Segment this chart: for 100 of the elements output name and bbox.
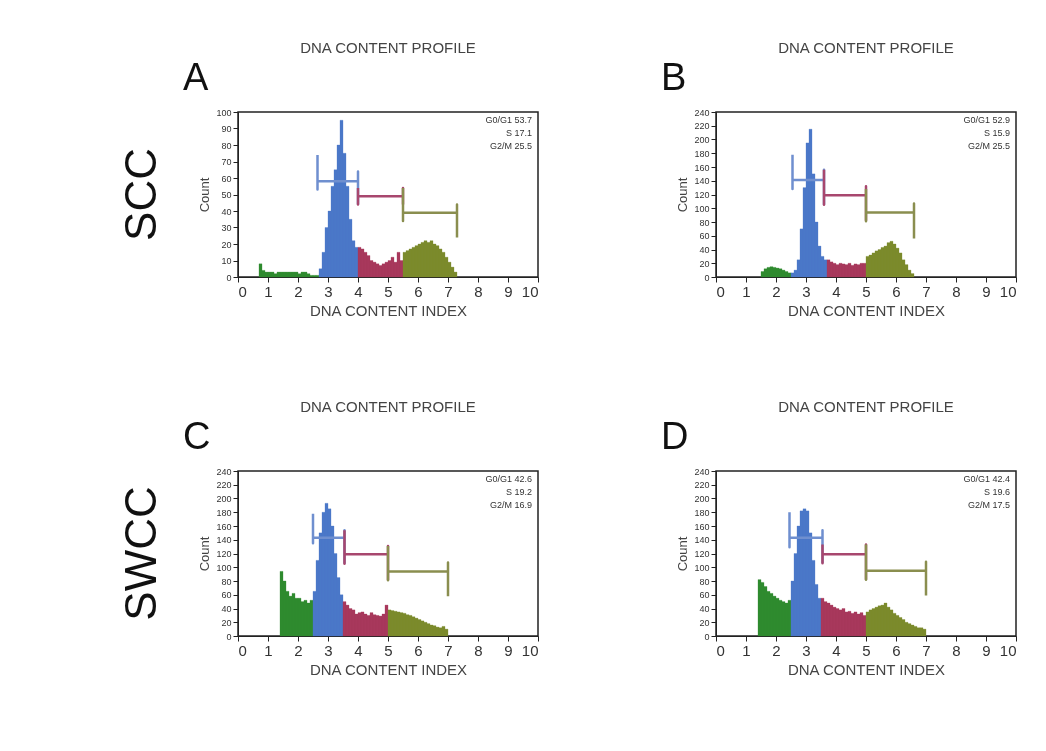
y-tick-label: 140 [694, 176, 710, 187]
x-tick-label: 10 [521, 282, 539, 300]
x-tick-label: 9 [982, 641, 991, 659]
annotation: G2/M 25.5 [967, 141, 1010, 151]
x-axis-title: DNA CONTENT INDEX [309, 660, 468, 678]
y-tick-label: 0 [226, 272, 232, 283]
x-tick-label: 0 [238, 282, 247, 300]
y-tick-label: 220 [694, 121, 710, 132]
y-tick-label: 80 [221, 140, 232, 151]
annotation: G0/G1 42.4 [963, 474, 1010, 484]
y-tick-label: 140 [216, 535, 232, 546]
x-tick-label: 8 [952, 282, 961, 300]
y-tick-label: 240 [216, 466, 232, 477]
chart-title: DNA CONTENT PROFILE [778, 39, 954, 56]
x-tick-label: 9 [982, 282, 991, 300]
y-tick-label: 160 [694, 162, 710, 173]
text: B [661, 56, 687, 98]
x-tick-label: 9 [504, 641, 513, 659]
x-tick-label: 3 [324, 282, 333, 300]
y-tick-label: 70 [221, 157, 232, 167]
x-tick-label: 1 [742, 641, 751, 659]
y-tick-label: 80 [699, 217, 710, 228]
annotation: G2/M 25.5 [489, 141, 532, 151]
chart-title: DNA CONTENT PROFILE [300, 39, 476, 56]
x-tick-label: 4 [354, 282, 363, 300]
x-tick-label: 1 [264, 282, 273, 300]
y-tick-label: 50 [221, 190, 232, 200]
annotation: S 19.6 [983, 487, 1010, 497]
x-tick-label: 10 [999, 282, 1017, 300]
x-tick-label: 6 [414, 282, 423, 300]
y-tick-label: 60 [699, 590, 710, 601]
annotation: S 19.2 [505, 487, 532, 497]
x-tick-label: 5 [862, 641, 871, 659]
chart-title: DNA CONTENT PROFILE [778, 398, 954, 415]
x-axis-title: DNA CONTENT INDEX [309, 301, 468, 319]
x-tick-label: 0 [716, 641, 725, 659]
x-tick-label: 7 [922, 641, 931, 659]
x-axis-title: DNA CONTENT INDEX [787, 660, 946, 678]
y-tick-label: 40 [699, 604, 710, 614]
annotation: S 15.9 [983, 128, 1010, 138]
text: SWCC [116, 486, 165, 621]
x-tick-label: 6 [892, 282, 901, 300]
x-tick-label: 10 [521, 641, 539, 659]
x-tick-label: 5 [384, 282, 393, 300]
y-axis-title: Count [197, 536, 213, 572]
x-tick-label: 8 [474, 641, 483, 659]
annotation: G0/G1 42.6 [485, 474, 532, 484]
y-tick-label: 30 [221, 223, 232, 233]
x-tick-label: 2 [294, 282, 303, 300]
y-tick-label: 40 [221, 604, 232, 614]
x-tick-label: 2 [772, 282, 781, 300]
x-tick-label: 7 [444, 282, 453, 300]
x-tick-label: 1 [742, 282, 751, 300]
y-tick-label: 0 [704, 272, 710, 283]
y-tick-label: 60 [221, 590, 232, 601]
x-tick-label: 3 [802, 282, 811, 300]
y-tick-label: 140 [694, 535, 710, 546]
annotation: G2/M 17.5 [967, 500, 1010, 510]
text: D [661, 415, 689, 457]
y-tick-label: 120 [694, 190, 710, 200]
y-tick-label: 40 [699, 245, 710, 255]
y-tick-label: 90 [221, 124, 232, 134]
annotation: S 17.1 [505, 128, 532, 138]
x-tick-label: 0 [238, 641, 247, 659]
x-tick-label: 2 [772, 641, 781, 659]
x-tick-label: 5 [862, 282, 871, 300]
x-tick-label: 4 [354, 641, 363, 659]
y-tick-label: 160 [216, 521, 232, 532]
y-tick-label: 80 [699, 576, 710, 587]
annotation: G2/M 16.9 [489, 500, 532, 510]
y-tick-label: 240 [694, 466, 710, 477]
x-tick-label: 3 [324, 641, 333, 659]
y-tick-label: 10 [221, 256, 232, 266]
text: SCC [116, 148, 165, 241]
y-tick-label: 120 [216, 549, 232, 559]
y-tick-label: 60 [699, 231, 710, 242]
x-tick-label: 4 [832, 282, 841, 300]
y-tick-label: 120 [694, 549, 710, 559]
y-tick-label: 20 [221, 617, 232, 628]
y-tick-label: 40 [221, 206, 232, 217]
x-tick-label: 6 [892, 641, 901, 659]
y-tick-label: 100 [694, 203, 710, 214]
y-tick-label: 240 [694, 107, 710, 118]
y-tick-label: 220 [694, 480, 710, 491]
y-tick-label: 0 [226, 631, 232, 642]
x-tick-label: 4 [832, 641, 841, 659]
y-tick-label: 20 [699, 617, 710, 628]
y-tick-label: 0 [704, 631, 710, 642]
y-tick-label: 60 [221, 173, 232, 184]
x-tick-label: 0 [716, 282, 725, 300]
y-axis-title: Count [675, 177, 691, 213]
chart-title: DNA CONTENT PROFILE [300, 398, 476, 415]
y-tick-label: 180 [694, 148, 710, 159]
y-tick-label: 220 [216, 480, 232, 491]
annotation: G0/G1 53.7 [485, 115, 532, 125]
y-tick-label: 100 [694, 562, 710, 573]
x-tick-label: 9 [504, 282, 513, 300]
x-tick-label: 6 [414, 641, 423, 659]
x-tick-label: 2 [294, 641, 303, 659]
y-tick-label: 20 [221, 239, 232, 250]
